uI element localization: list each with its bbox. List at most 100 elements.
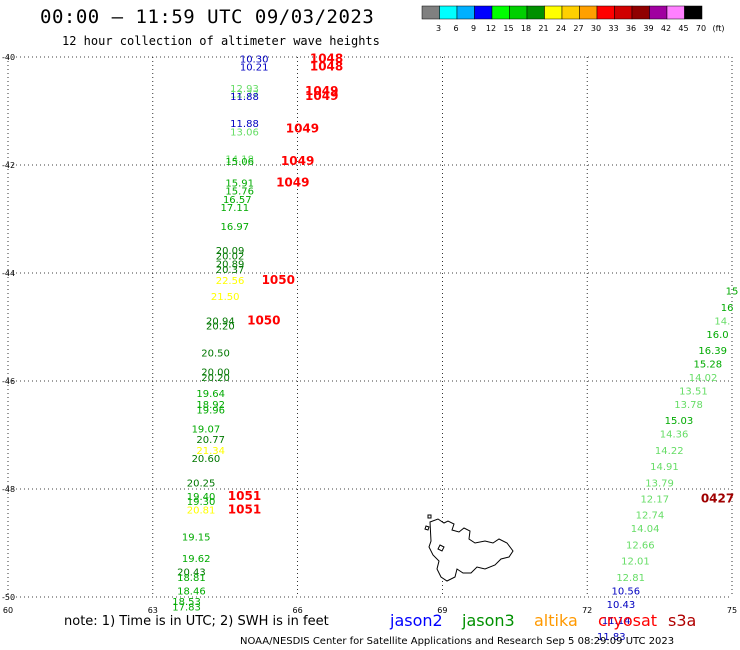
wave-height-value: 19.62 [182, 554, 211, 565]
footnote: note: 1) Time is in UTC; 2) SWH is in fe… [64, 614, 329, 629]
color-scale-legend: 3 6 9 12 15 18 21 24 27 30 33 36 39 42 45 70 (ft) [421, 5, 725, 33]
x-tick-label: 72 [582, 606, 592, 615]
scale-label: 21 [538, 24, 548, 33]
wave-height-value: 20.94 [206, 316, 235, 327]
wave-height-value: 19.96 [196, 405, 225, 416]
scale-label: 9 [471, 24, 476, 33]
pass-number-label: 1049 [276, 176, 309, 190]
y-tick-label: -46 [2, 377, 15, 386]
wave-height-value: 17.83 [172, 603, 201, 614]
pass-number-label: 1049 [281, 154, 314, 168]
wave-height-value: 21.34 [196, 446, 225, 457]
footer: note: 1) Time is in UTC; 2) SWH is in fe… [64, 611, 696, 647]
wave-height-value: 15.28 [694, 360, 723, 371]
pass-number-label: 1050 [262, 273, 295, 287]
wave-height-value: 19.30 [187, 497, 216, 508]
wave-height-value: 10.30 [240, 54, 269, 65]
wave-height-value: 12.77 [230, 90, 259, 101]
scale-swatch [684, 5, 703, 20]
wave-height-value: 19.40 [187, 492, 216, 503]
wave-height-value: 16 [721, 303, 734, 314]
wave-height-value: 14.04 [631, 524, 660, 535]
scale-swatch [526, 5, 545, 20]
wave-height-value: 14.36 [660, 430, 689, 441]
wave-height-value: 10.21 [240, 63, 269, 74]
scale-label: 27 [573, 24, 583, 33]
wave-height-value: 11.14 [602, 616, 631, 627]
wave-height-value: 20.25 [187, 478, 216, 489]
wave-height-value: 11.88 [230, 92, 259, 103]
scale-swatch [649, 5, 668, 20]
wave-height-value: 20.60 [192, 454, 221, 465]
x-tick-label: 69 [437, 606, 447, 615]
wave-height-value: 20.20 [206, 322, 235, 333]
wave-height-value: 12.01 [621, 557, 650, 568]
mission-legend-altika: altika [534, 611, 578, 630]
wave-height-value: 14.91 [650, 462, 679, 473]
pass-number-label: 1050 [247, 313, 280, 327]
wave-height-value: 16.39 [698, 346, 727, 357]
scale-swatch [474, 5, 493, 20]
wave-height-value: 22.56 [216, 276, 245, 287]
scale-label: 3 [436, 24, 441, 33]
pass-number-label: 1048 [310, 60, 343, 74]
scale-swatch [544, 5, 563, 20]
credit-line: NOAA/NESDIS Center for Satellite Applica… [240, 636, 674, 647]
wave-height-value: 20.89 [216, 260, 245, 271]
scale-swatch [631, 5, 650, 20]
wave-height-value: 11.88 [230, 119, 259, 130]
y-tick-label: -40 [2, 53, 15, 62]
wave-height-value: 20.50 [201, 349, 230, 360]
wave-height-value: 12.81 [616, 573, 645, 584]
data-points: 10.3010.2112.9312.7711.8811.8813.0614.18… [172, 54, 738, 643]
x-tick-label: 66 [293, 606, 303, 615]
pass-number-label: 0427 [701, 492, 734, 506]
wave-height-value: 19.64 [196, 389, 225, 400]
wave-height-value: 20.20 [201, 373, 230, 384]
scale-swatch [491, 5, 510, 20]
x-tick-label: 60 [3, 606, 13, 615]
wave-height-value: 12.17 [640, 495, 669, 506]
scale-swatch [561, 5, 580, 20]
wave-height-value: 15.03 [665, 416, 694, 427]
y-tick-label: -42 [2, 161, 15, 170]
x-tick-label: 63 [148, 606, 158, 615]
x-tick-label: 75 [727, 606, 737, 615]
wave-height-value: 15 [726, 287, 739, 298]
scale-swatch [596, 5, 615, 20]
scale-label: 6 [453, 24, 458, 33]
wave-height-value: 11.83 [597, 632, 626, 643]
wave-height-value: 16.0 [706, 330, 728, 341]
y-tick-label: -48 [2, 485, 15, 494]
wave-height-value: 18.92 [196, 400, 225, 411]
scale-label: 18 [521, 24, 531, 33]
scale-label: 33 [608, 24, 618, 33]
wave-height-value: 10.43 [607, 600, 636, 611]
scale-label: 24 [556, 24, 566, 33]
page-title: 00:00 — 11:59 UTC 09/03/2023 [40, 6, 375, 28]
pass-number-label: 1049 [286, 122, 319, 136]
wave-height-value: 19.15 [182, 532, 211, 543]
wave-height-value: 18.81 [177, 573, 206, 584]
wave-height-value: 20.81 [187, 505, 216, 516]
wave-height-value: 18.46 [177, 586, 206, 597]
wave-height-value: 16.97 [221, 222, 250, 233]
scale-swatch [579, 5, 598, 20]
pass-number-label: 1049 [305, 89, 338, 103]
wave-height-value: 13.51 [679, 387, 708, 398]
pass-number-label: 1051 [228, 502, 261, 516]
scale-label: 45 [678, 24, 688, 33]
island-shape [424, 514, 514, 582]
mission-legend-cryosat: cryosat [598, 611, 657, 630]
axis-labels: 60 63 66 69 72 75 -40 -42 -44 -46 -48 -50 [2, 53, 737, 615]
wave-height-value: 20.09 [216, 246, 245, 257]
wave-height-value: 19.07 [192, 424, 221, 435]
y-tick-label: -50 [2, 593, 15, 602]
wave-height-value: 16.57 [223, 195, 252, 206]
wave-height-value: 15.06 [225, 157, 254, 168]
wave-height-value: 20.37 [216, 265, 245, 276]
pass-labels: 1048104810491049104910491049105010501051… [228, 51, 734, 516]
wave-height-value: 14.02 [689, 373, 718, 384]
wave-height-value: 10.56 [611, 586, 640, 597]
wave-height-value: 15.91 [225, 179, 254, 190]
